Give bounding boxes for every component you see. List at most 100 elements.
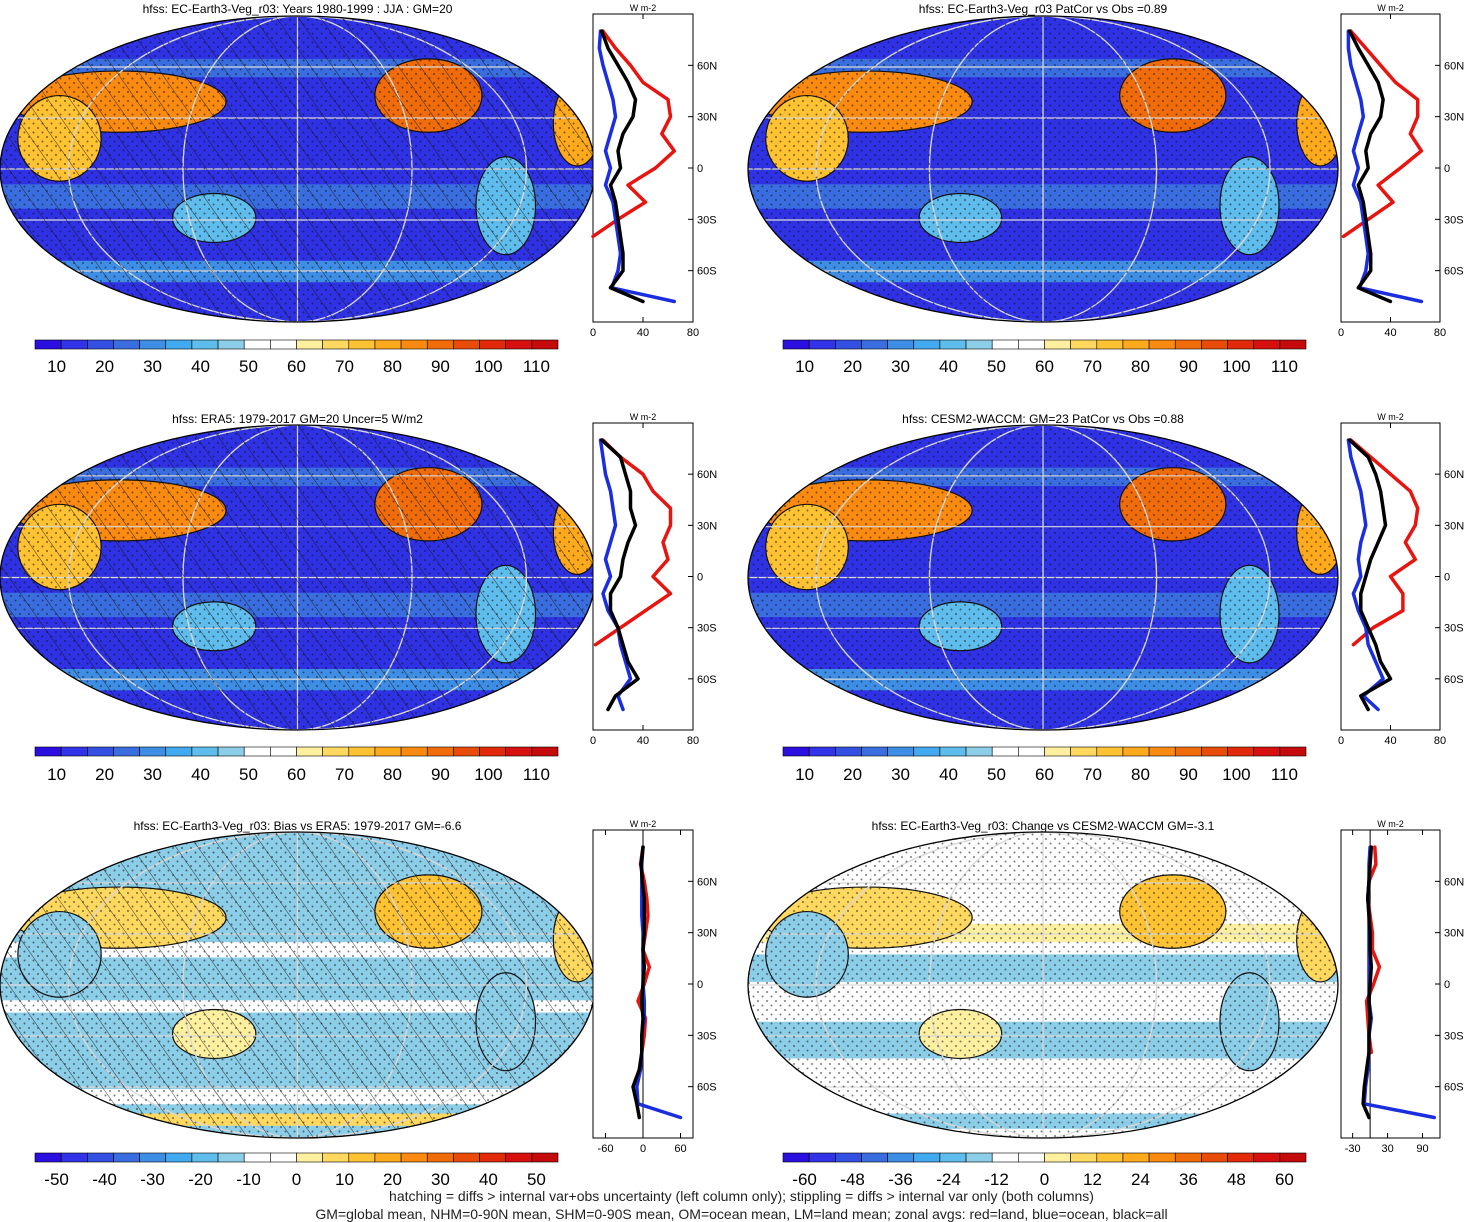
colorbar-label: -48	[840, 1170, 865, 1189]
zonal-ytick-label: 60S	[697, 674, 717, 686]
colorbar-label: 110	[1271, 765, 1298, 784]
colorbar-swatch	[480, 1153, 506, 1162]
zonal-ytick-label: 30S	[1444, 1030, 1464, 1042]
zonal-xtick-label: 60	[674, 1143, 686, 1155]
colorbar-swatch	[61, 747, 87, 756]
colorbar-swatch	[888, 340, 914, 349]
colorbar-swatch	[914, 340, 940, 349]
zonal-xtick-label: 80	[687, 735, 699, 747]
colorbar-swatch	[192, 340, 218, 349]
colorbar-swatch	[1045, 1153, 1071, 1162]
colorbar-swatch	[1280, 340, 1306, 349]
colorbar-swatch	[35, 747, 61, 756]
colorbar-label: 60	[287, 765, 306, 784]
zonal-ytick-label: 60N	[697, 876, 717, 888]
footer-note-hatching: hatching = diffs > internal var+obs unce…	[0, 1188, 1483, 1204]
colorbar-swatch	[87, 1153, 113, 1162]
colorbar-label: 10	[795, 765, 814, 784]
colorbar-swatch	[218, 340, 244, 349]
colorbar-swatch	[861, 1153, 887, 1162]
colorbar-swatch	[113, 1153, 139, 1162]
colorbar-label: 50	[987, 765, 1006, 784]
hatch-overlay	[0, 425, 595, 730]
colorbar-swatch	[992, 747, 1018, 756]
colorbar-swatch	[1228, 747, 1254, 756]
colorbar-swatch	[453, 747, 479, 756]
colorbar-swatch	[1123, 1153, 1149, 1162]
zonal-xtick-label: -60	[598, 1143, 614, 1155]
colorbar-swatch	[1201, 747, 1227, 756]
colorbar-label: 40	[939, 357, 958, 376]
zonal-xtick-label: 80	[687, 327, 699, 339]
zonal-ytick-label: 30S	[697, 1030, 717, 1042]
colorbar-swatch	[1018, 1153, 1044, 1162]
colorbar-swatch	[1097, 747, 1123, 756]
panel-title: hfss: EC-Earth3-Veg_r03: Years 1980-1999…	[143, 2, 453, 16]
stipple-overlay	[748, 832, 1338, 1138]
colorbar-swatch	[349, 747, 375, 756]
colorbar-swatch	[809, 747, 835, 756]
colorbar-swatch	[401, 340, 427, 349]
colorbar-swatch	[992, 1153, 1018, 1162]
panel-6: hfss: EC-Earth3-Veg_r03: Change vs CESM2…	[748, 819, 1464, 1189]
zonal-xtick-label: 0	[640, 1143, 646, 1155]
colorbar-swatch	[506, 747, 532, 756]
colorbar-label: -36	[888, 1170, 913, 1189]
colorbar-label: 110	[523, 357, 550, 376]
colorbar-swatch	[1175, 747, 1201, 756]
zonal-ytick-label: 60S	[1444, 266, 1464, 278]
colorbar-label: 110	[523, 765, 550, 784]
colorbar-swatch	[914, 1153, 940, 1162]
colorbar-label: 48	[1227, 1170, 1246, 1189]
colorbar-label: -10	[236, 1170, 261, 1189]
colorbar-label: 0	[1040, 1170, 1049, 1189]
colorbar-swatch	[940, 340, 966, 349]
colorbar-swatch	[966, 747, 992, 756]
zonal-ytick-label: 60N	[1444, 469, 1464, 481]
colorbar-swatch	[140, 340, 166, 349]
zonal-xtick-label: 80	[1434, 327, 1446, 339]
colorbar-swatch	[297, 1153, 323, 1162]
colorbar-label: 36	[1179, 1170, 1198, 1189]
colorbar-swatch	[192, 1153, 218, 1162]
colorbar-swatch	[1045, 747, 1071, 756]
zonal-ytick-label: 60S	[697, 1082, 717, 1094]
colorbar-swatch	[1071, 1153, 1097, 1162]
colorbar-swatch	[166, 1153, 192, 1162]
colorbar-label: 40	[479, 1170, 498, 1189]
colorbar-label: 20	[95, 357, 114, 376]
zonal-ytick-label: 0	[1444, 979, 1450, 991]
colorbar-label: 10	[795, 357, 814, 376]
colorbar-swatch	[783, 340, 809, 349]
colorbar-label: 60	[1275, 1170, 1294, 1189]
zonal-ytick-label: 60S	[697, 266, 717, 278]
colorbar-swatch	[1254, 340, 1280, 349]
colorbar-label: 50	[239, 357, 258, 376]
zonal-xtick-label: 0	[1338, 735, 1344, 747]
colorbar-label: 12	[1083, 1170, 1102, 1189]
panel-5: hfss: EC-Earth3-Veg_r03: Bias vs ERA5: 1…	[0, 819, 717, 1189]
zonal-ytick-label: 0	[697, 163, 703, 175]
colorbar-swatch	[992, 340, 1018, 349]
colorbar-swatch	[532, 1153, 558, 1162]
colorbar-swatch	[270, 340, 296, 349]
colorbar-label: -12	[984, 1170, 1009, 1189]
colorbar-swatch	[940, 747, 966, 756]
colorbar-label: 20	[383, 1170, 402, 1189]
colorbar-label: 100	[1222, 357, 1250, 376]
colorbar-swatch	[349, 1153, 375, 1162]
colorbar-swatch	[480, 747, 506, 756]
colorbar-swatch	[35, 1153, 61, 1162]
zonal-xtick-label: 40	[637, 735, 649, 747]
colorbar-swatch	[835, 340, 861, 349]
colorbar-swatch	[1201, 1153, 1227, 1162]
colorbar-swatch	[140, 747, 166, 756]
panel-title: hfss: CESM2-WACCM: GM=23 PatCor vs Obs =…	[902, 412, 1184, 426]
colorbar-swatch	[375, 747, 401, 756]
colorbar-label: 110	[1271, 357, 1298, 376]
